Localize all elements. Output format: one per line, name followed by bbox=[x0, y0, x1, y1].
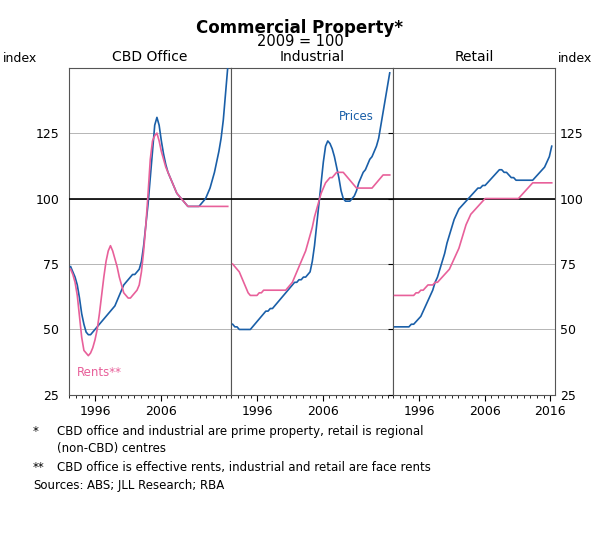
Text: index: index bbox=[558, 52, 592, 65]
Text: Commercial Property*: Commercial Property* bbox=[197, 19, 404, 37]
Title: Industrial: Industrial bbox=[280, 50, 344, 64]
Text: CBD office is effective rents, industrial and retail are face rents: CBD office is effective rents, industria… bbox=[57, 461, 431, 474]
Text: Rents**: Rents** bbox=[77, 366, 122, 379]
Text: **: ** bbox=[33, 461, 45, 474]
Text: ABS; JLL Research; RBA: ABS; JLL Research; RBA bbox=[87, 479, 224, 492]
Text: 2009 = 100: 2009 = 100 bbox=[257, 34, 343, 49]
Text: index: index bbox=[3, 52, 37, 65]
Text: *: * bbox=[33, 425, 39, 438]
Title: CBD Office: CBD Office bbox=[112, 50, 188, 64]
Text: Sources:: Sources: bbox=[33, 479, 83, 492]
Text: Prices: Prices bbox=[339, 110, 374, 123]
Title: Retail: Retail bbox=[454, 50, 494, 64]
Text: CBD office and industrial are prime property, retail is regional: CBD office and industrial are prime prop… bbox=[57, 425, 424, 438]
Text: (non-CBD) centres: (non-CBD) centres bbox=[57, 441, 166, 454]
